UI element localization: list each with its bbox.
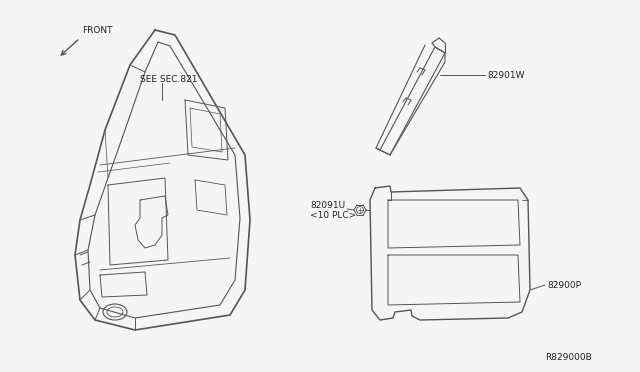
Text: 82900P: 82900P	[547, 280, 581, 289]
Text: R829000B: R829000B	[545, 353, 592, 362]
Text: SEE SEC.821: SEE SEC.821	[140, 76, 198, 84]
Text: <10 PLC>: <10 PLC>	[310, 211, 356, 219]
Text: 82091U: 82091U	[310, 202, 345, 211]
Text: 82901W: 82901W	[487, 71, 525, 80]
Text: FRONT: FRONT	[82, 26, 113, 35]
